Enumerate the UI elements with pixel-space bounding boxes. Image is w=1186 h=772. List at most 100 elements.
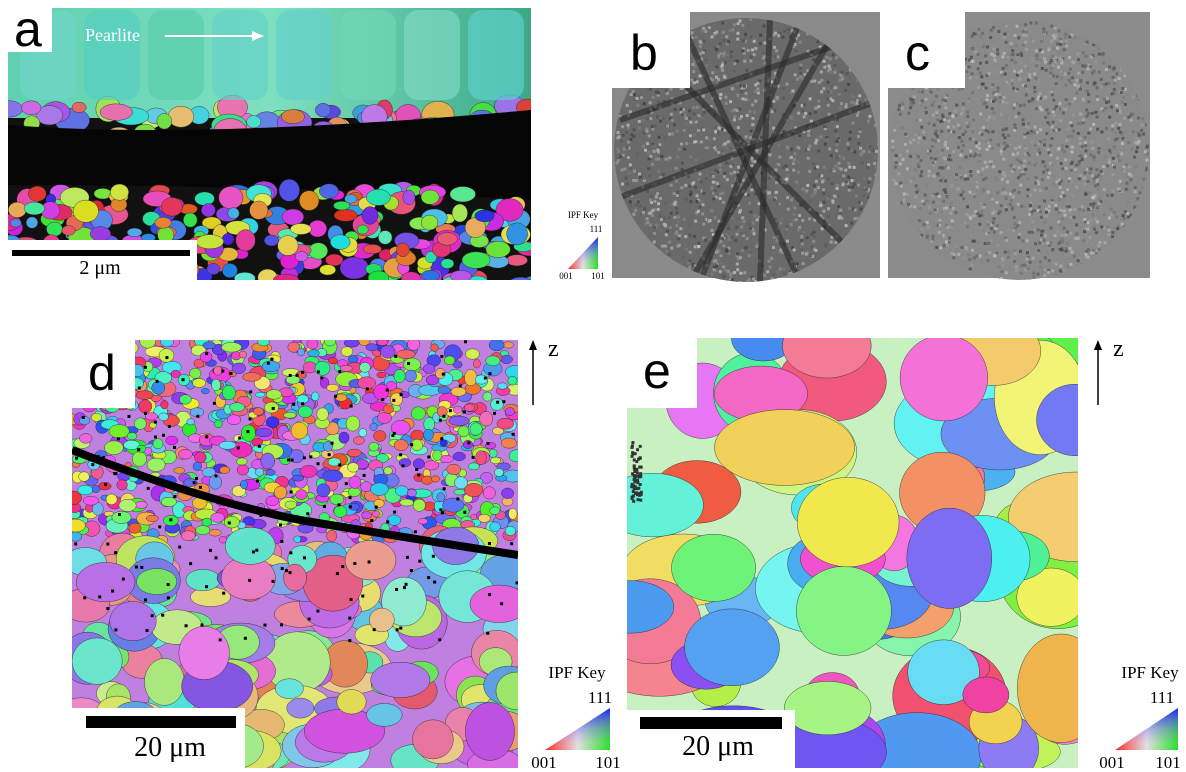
noise xyxy=(808,145,811,148)
noise xyxy=(931,138,934,141)
noise xyxy=(938,166,941,169)
grain xyxy=(378,231,392,245)
grain xyxy=(168,106,194,127)
noise xyxy=(729,273,732,276)
noise xyxy=(735,226,738,229)
grain xyxy=(275,679,303,699)
noise xyxy=(1084,136,1087,139)
noise xyxy=(675,180,678,183)
noise xyxy=(649,155,652,158)
noise xyxy=(1009,193,1012,196)
noise xyxy=(621,183,624,186)
noise xyxy=(1055,180,1058,183)
noise xyxy=(747,49,750,52)
noise xyxy=(911,100,914,103)
noise xyxy=(1053,108,1056,111)
noise xyxy=(1095,144,1098,147)
noise xyxy=(1094,111,1097,114)
noise xyxy=(731,236,734,239)
grain xyxy=(284,564,307,591)
noise xyxy=(988,251,991,254)
noise xyxy=(975,183,978,186)
noise xyxy=(1015,154,1018,157)
noise xyxy=(1070,124,1073,127)
noise xyxy=(980,98,983,101)
unindexed xyxy=(317,462,320,465)
noise xyxy=(633,128,636,131)
noise xyxy=(689,251,692,254)
noise xyxy=(1084,65,1087,68)
grain xyxy=(360,482,371,492)
noise xyxy=(626,146,629,149)
noise xyxy=(743,271,746,274)
grain xyxy=(362,207,378,225)
noise xyxy=(823,166,826,169)
noise xyxy=(1064,167,1067,170)
noise xyxy=(1145,159,1148,162)
grain xyxy=(507,223,528,245)
noise xyxy=(1071,154,1074,157)
noise xyxy=(717,78,720,81)
noise xyxy=(806,184,809,187)
noise xyxy=(932,174,935,177)
noise xyxy=(1081,71,1084,74)
grain xyxy=(220,466,230,473)
noise xyxy=(702,128,705,131)
noise xyxy=(945,206,948,209)
unindexed xyxy=(154,421,157,424)
noise xyxy=(904,133,907,136)
noise xyxy=(1007,53,1010,56)
noise xyxy=(868,145,871,148)
noise xyxy=(717,56,720,59)
noise xyxy=(992,70,995,73)
noise xyxy=(731,109,734,112)
grain xyxy=(508,376,517,385)
noise xyxy=(1046,168,1049,171)
noise xyxy=(905,98,908,101)
noise xyxy=(816,165,819,168)
noise xyxy=(835,86,838,89)
noise xyxy=(774,56,777,59)
noise xyxy=(722,265,725,268)
noise xyxy=(973,266,976,269)
grain xyxy=(437,493,445,502)
grain xyxy=(72,638,122,685)
noise xyxy=(893,129,896,132)
noise xyxy=(1113,165,1116,168)
unindexed xyxy=(396,628,399,631)
noise xyxy=(1088,191,1091,194)
noise xyxy=(1007,256,1010,259)
unindexed xyxy=(267,362,270,365)
grain xyxy=(345,540,396,580)
noise xyxy=(980,260,983,263)
noise xyxy=(905,90,908,93)
noise xyxy=(951,204,954,207)
noise xyxy=(992,111,995,114)
noise xyxy=(1140,187,1143,190)
noise xyxy=(834,154,837,157)
noise xyxy=(733,70,736,73)
noise xyxy=(1033,275,1036,278)
noise xyxy=(1035,107,1038,110)
noise xyxy=(719,52,722,55)
noise xyxy=(749,222,752,225)
unindexed xyxy=(182,378,185,381)
noise xyxy=(776,276,779,279)
noise xyxy=(827,88,830,91)
noise xyxy=(656,224,659,227)
noise xyxy=(693,235,696,238)
noise xyxy=(847,176,850,179)
noise xyxy=(617,159,620,162)
grain xyxy=(963,677,1009,713)
noise xyxy=(996,52,999,55)
noise xyxy=(1085,149,1088,152)
unindexed xyxy=(334,395,337,398)
grain xyxy=(264,235,278,246)
grain xyxy=(494,468,503,476)
grain xyxy=(222,263,237,277)
noise xyxy=(635,179,638,182)
noise xyxy=(797,171,800,174)
unindexed xyxy=(221,370,224,373)
noise xyxy=(1022,44,1025,47)
noise xyxy=(753,232,756,235)
